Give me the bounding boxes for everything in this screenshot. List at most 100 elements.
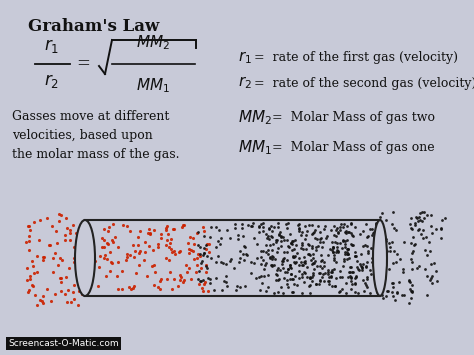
Point bbox=[312, 281, 319, 286]
Point bbox=[259, 257, 266, 263]
Point bbox=[264, 284, 272, 290]
Point bbox=[65, 265, 73, 271]
Point bbox=[106, 250, 113, 255]
Point bbox=[318, 244, 326, 250]
Point bbox=[222, 261, 229, 267]
Point bbox=[205, 242, 213, 247]
Point bbox=[423, 253, 431, 258]
Point bbox=[114, 244, 121, 250]
Point bbox=[55, 219, 63, 224]
Text: =  rate of the first gas (velocity): = rate of the first gas (velocity) bbox=[254, 51, 458, 65]
Point bbox=[415, 263, 423, 268]
Point bbox=[282, 269, 289, 275]
Point bbox=[40, 255, 48, 260]
Point bbox=[359, 277, 367, 283]
Point bbox=[195, 269, 203, 274]
Point bbox=[333, 240, 340, 246]
Point bbox=[416, 226, 423, 232]
Point bbox=[416, 217, 424, 223]
Point bbox=[268, 256, 276, 262]
Point bbox=[135, 242, 142, 248]
Point bbox=[390, 248, 398, 254]
Point bbox=[364, 259, 371, 265]
Point bbox=[299, 246, 307, 251]
Point bbox=[376, 238, 383, 244]
Point bbox=[426, 248, 434, 254]
Point bbox=[266, 254, 274, 260]
Point bbox=[268, 262, 275, 267]
Point bbox=[61, 291, 68, 296]
Point bbox=[283, 257, 291, 263]
Point bbox=[341, 249, 349, 255]
Point bbox=[342, 280, 350, 286]
Point bbox=[279, 290, 287, 296]
Point bbox=[25, 247, 33, 252]
Point bbox=[310, 251, 317, 257]
Point bbox=[354, 264, 361, 270]
Point bbox=[232, 287, 239, 293]
Point bbox=[317, 235, 325, 241]
Point bbox=[362, 263, 370, 269]
Point bbox=[385, 266, 392, 272]
Point bbox=[325, 269, 332, 274]
Point bbox=[148, 263, 155, 269]
Point bbox=[28, 282, 36, 288]
Point bbox=[39, 257, 47, 262]
Point bbox=[343, 249, 351, 255]
Point bbox=[105, 224, 112, 229]
Point bbox=[103, 256, 111, 261]
Point bbox=[63, 299, 71, 305]
Point bbox=[389, 261, 397, 266]
Point bbox=[199, 252, 207, 258]
Point bbox=[212, 244, 220, 250]
Point bbox=[25, 223, 32, 229]
Point bbox=[320, 263, 328, 269]
Text: $\mathit{MM}_1$: $\mathit{MM}_1$ bbox=[136, 76, 170, 95]
Point bbox=[286, 262, 293, 268]
Point bbox=[372, 221, 380, 227]
Point bbox=[190, 235, 197, 241]
Point bbox=[131, 254, 138, 260]
Point bbox=[409, 288, 416, 294]
Point bbox=[324, 252, 332, 257]
Point bbox=[420, 210, 428, 215]
Point bbox=[408, 240, 415, 245]
Text: $\mathit{r}_1$: $\mathit{r}_1$ bbox=[238, 50, 252, 66]
Point bbox=[231, 225, 239, 231]
Point bbox=[347, 275, 355, 281]
Point bbox=[201, 279, 209, 285]
Point bbox=[219, 260, 227, 266]
Point bbox=[376, 256, 383, 262]
Point bbox=[39, 300, 47, 306]
Point bbox=[82, 283, 90, 289]
Point bbox=[343, 290, 350, 296]
Point bbox=[344, 251, 351, 257]
Point bbox=[338, 286, 346, 291]
Point bbox=[202, 242, 210, 248]
Point bbox=[197, 278, 204, 284]
Point bbox=[264, 272, 272, 278]
Point bbox=[419, 218, 426, 224]
Point bbox=[307, 275, 314, 281]
Point bbox=[422, 234, 430, 240]
Point bbox=[142, 249, 149, 255]
Point bbox=[373, 229, 380, 235]
Point bbox=[317, 278, 324, 284]
Point bbox=[262, 288, 270, 294]
Point bbox=[386, 248, 394, 253]
Point bbox=[264, 252, 272, 257]
Point bbox=[284, 267, 292, 272]
Point bbox=[176, 277, 183, 283]
Point bbox=[262, 242, 269, 248]
Point bbox=[187, 247, 195, 253]
Point bbox=[22, 240, 30, 245]
Point bbox=[201, 245, 208, 251]
Point bbox=[130, 285, 137, 290]
Point bbox=[237, 248, 244, 254]
Point bbox=[366, 226, 374, 232]
Point bbox=[347, 221, 355, 226]
Point bbox=[51, 250, 59, 256]
Point bbox=[301, 260, 309, 266]
Point bbox=[352, 274, 360, 280]
Point bbox=[222, 279, 229, 284]
